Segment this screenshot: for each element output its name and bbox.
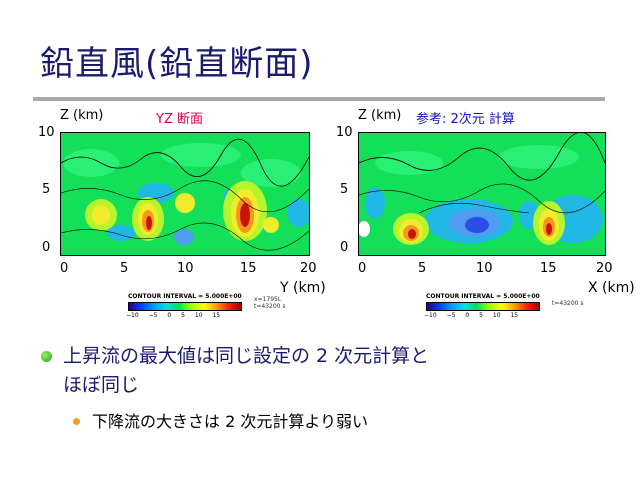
- h-tick: 10: [476, 261, 493, 276]
- z-tick: 5: [42, 182, 51, 197]
- h-tick: 15: [540, 261, 557, 276]
- z-tick: 5: [340, 182, 349, 197]
- h-tick: 0: [358, 261, 367, 276]
- contour-interval-label: CONTOUR INTERVAL = 5.000E+00: [128, 293, 242, 300]
- contour-interval-label: CONTOUR INTERVAL = 5.000E+00: [426, 293, 540, 300]
- meta-info: t=43200 s: [552, 300, 584, 307]
- h-tick: 0: [60, 261, 69, 276]
- sub-bullet-text: 下降流の大きさは 2 次元計算より弱い: [92, 412, 369, 431]
- vertical-wind-field: [358, 132, 606, 256]
- meta-info: x=1795L t=43200 s: [254, 296, 286, 310]
- z-tick: 10: [38, 125, 55, 140]
- h-tick: 15: [240, 261, 257, 276]
- z-axis-label: Z (km): [358, 108, 402, 123]
- vertical-wind-field: [60, 132, 310, 256]
- h-axis-label: X (km): [588, 280, 635, 296]
- h-tick: 20: [596, 261, 613, 276]
- colorbar: [128, 302, 242, 311]
- h-tick: 5: [120, 261, 129, 276]
- bullet-icon: [41, 351, 52, 362]
- slide-title: 鉛直風(鉛直断面): [40, 44, 314, 84]
- h-tick: 10: [177, 261, 194, 276]
- bullet-text: 上昇流の最大値は同じ設定の 2 次元計算と ほぼ同じ: [63, 345, 430, 396]
- h-axis-label: Y (km): [280, 280, 326, 296]
- sub-bullet-icon: [73, 418, 80, 425]
- panel-title: 参考: 2次元 計算: [416, 112, 515, 127]
- z-axis-label: Z (km): [60, 108, 104, 123]
- z-tick: 0: [42, 240, 51, 255]
- colorbar: [426, 302, 540, 311]
- h-tick: 20: [300, 261, 317, 276]
- panel-title: YZ 断面: [156, 112, 203, 127]
- h-tick: 5: [418, 261, 427, 276]
- colorbar-ticks: −10 −5 0 5 10 15: [126, 312, 221, 319]
- colorbar-ticks: −10 −5 0 5 10 15: [424, 312, 519, 319]
- z-tick: 0: [340, 240, 349, 255]
- z-tick: 10: [336, 125, 353, 140]
- two-dimensional-reference-figure: Z (km) 参考: 2次元 計算 10 5 0: [330, 104, 640, 328]
- title-divider: [33, 97, 605, 101]
- yz-section-figure: Z (km) YZ 断面 10 5 0: [32, 104, 332, 328]
